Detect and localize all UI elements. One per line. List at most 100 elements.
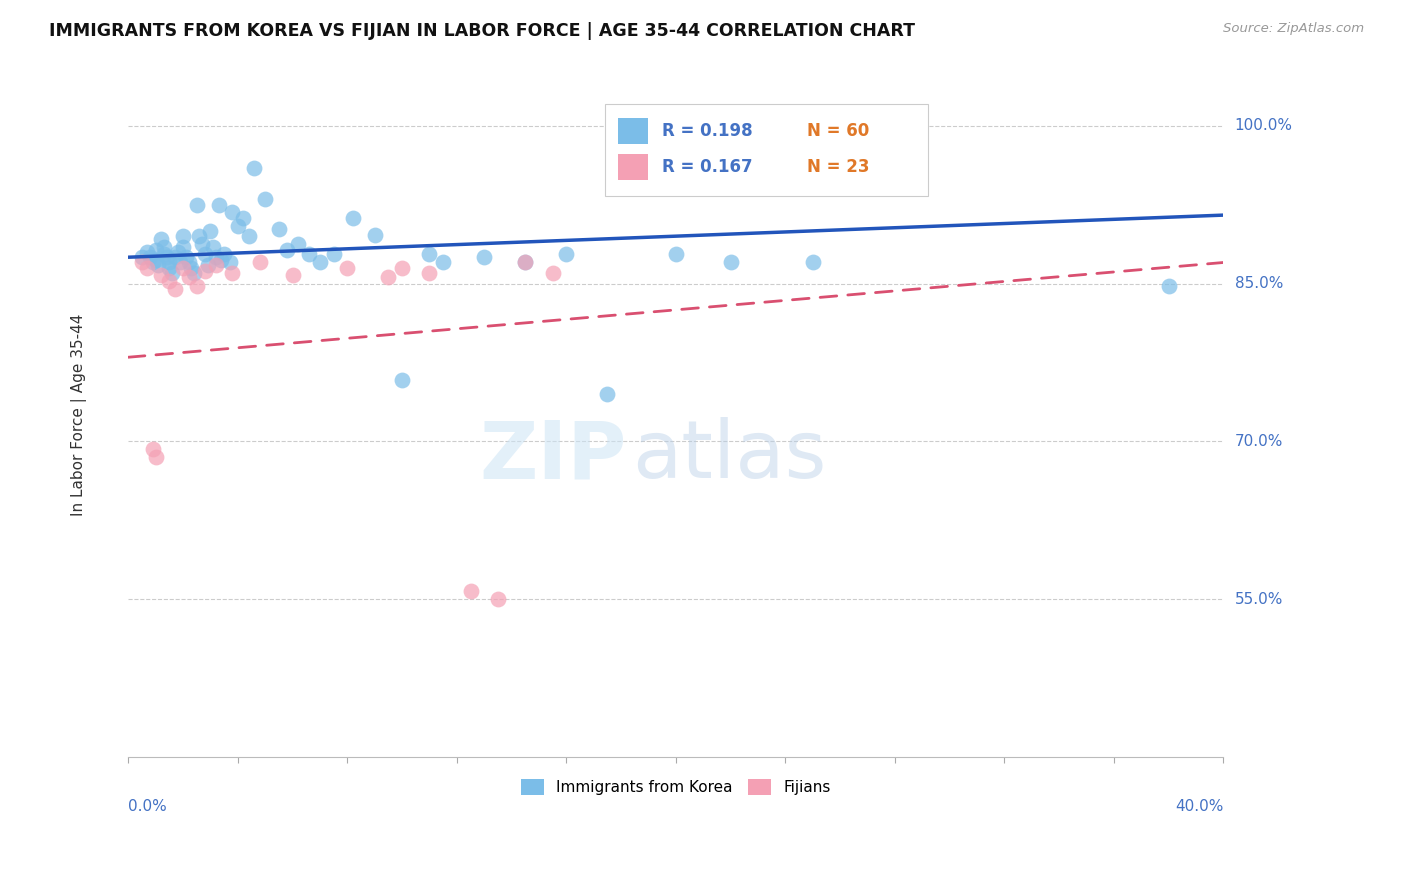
Point	[207, 197, 229, 211]
Text: 100.0%: 100.0%	[1234, 118, 1292, 133]
Point	[177, 270, 200, 285]
Point	[163, 282, 186, 296]
Text: In Labor Force | Age 35-44: In Labor Force | Age 35-44	[70, 314, 87, 516]
Point	[232, 211, 254, 226]
Point	[148, 258, 170, 272]
Text: Source: ZipAtlas.com: Source: ZipAtlas.com	[1223, 22, 1364, 36]
Point	[281, 268, 304, 282]
Point	[174, 250, 197, 264]
Point	[391, 260, 413, 275]
Point	[287, 236, 309, 251]
Bar	[605, 103, 928, 196]
Point	[418, 247, 440, 261]
Point	[1157, 278, 1180, 293]
Point	[665, 247, 688, 261]
Point	[160, 266, 183, 280]
Text: 85.0%: 85.0%	[1234, 276, 1282, 291]
Point	[432, 255, 454, 269]
Point	[150, 268, 173, 282]
Point	[150, 232, 173, 246]
Point	[243, 161, 266, 175]
Point	[391, 373, 413, 387]
Point	[205, 250, 228, 264]
Point	[183, 266, 205, 280]
Point	[276, 243, 298, 257]
Point	[155, 250, 177, 264]
Point	[460, 584, 482, 599]
Text: N = 60: N = 60	[807, 122, 869, 140]
Point	[166, 244, 188, 259]
Point	[194, 264, 217, 278]
Point	[720, 255, 742, 269]
Point	[309, 255, 332, 269]
Point	[254, 192, 277, 206]
Point	[202, 240, 225, 254]
Point	[194, 247, 217, 261]
Point	[218, 255, 240, 269]
Point	[186, 278, 208, 293]
Point	[205, 258, 228, 272]
Point	[298, 247, 321, 261]
Point	[145, 243, 167, 257]
Point	[153, 247, 176, 261]
Bar	[617, 153, 648, 179]
Text: ZIP: ZIP	[479, 417, 627, 495]
Text: atlas: atlas	[633, 417, 827, 495]
Point	[209, 253, 232, 268]
Point	[191, 236, 214, 251]
Point	[172, 240, 194, 254]
Point	[157, 275, 180, 289]
Point	[486, 592, 509, 607]
Point	[142, 255, 165, 269]
Point	[172, 229, 194, 244]
Text: 0.0%: 0.0%	[128, 799, 167, 814]
Point	[153, 240, 176, 254]
Text: R = 0.198: R = 0.198	[662, 122, 752, 140]
Point	[322, 247, 344, 261]
Point	[418, 266, 440, 280]
Text: N = 23: N = 23	[807, 158, 870, 176]
Point	[200, 224, 222, 238]
Point	[541, 266, 564, 280]
Point	[515, 255, 537, 269]
Text: 55.0%: 55.0%	[1234, 592, 1282, 607]
Point	[169, 255, 191, 269]
Bar	[617, 118, 648, 145]
Point	[157, 255, 180, 269]
Point	[131, 250, 153, 264]
Point	[186, 197, 208, 211]
Point	[188, 229, 211, 244]
Text: IMMIGRANTS FROM KOREA VS FIJIAN IN LABOR FORCE | AGE 35-44 CORRELATION CHART: IMMIGRANTS FROM KOREA VS FIJIAN IN LABOR…	[49, 22, 915, 40]
Text: 40.0%: 40.0%	[1175, 799, 1223, 814]
Point	[472, 250, 495, 264]
Point	[226, 219, 249, 233]
Point	[145, 450, 167, 465]
Point	[555, 247, 578, 261]
Point	[221, 266, 243, 280]
Point	[197, 258, 219, 272]
Point	[180, 260, 202, 275]
Point	[363, 228, 385, 243]
Point	[377, 270, 399, 285]
Point	[145, 253, 167, 268]
Point	[596, 387, 619, 401]
Point	[136, 260, 159, 275]
Point	[801, 255, 824, 269]
Text: 70.0%: 70.0%	[1234, 434, 1282, 449]
Point	[238, 229, 260, 244]
Point	[163, 250, 186, 264]
Point	[515, 255, 537, 269]
Point	[157, 260, 180, 275]
Point	[212, 247, 235, 261]
Point	[267, 221, 290, 235]
Point	[172, 260, 194, 275]
Text: R = 0.167: R = 0.167	[662, 158, 752, 176]
Point	[342, 211, 364, 226]
Point	[136, 244, 159, 259]
Point	[177, 255, 200, 269]
Point	[249, 255, 271, 269]
Point	[336, 260, 359, 275]
Point	[221, 205, 243, 219]
Point	[139, 250, 162, 264]
Legend: Immigrants from Korea, Fijians: Immigrants from Korea, Fijians	[515, 772, 837, 801]
